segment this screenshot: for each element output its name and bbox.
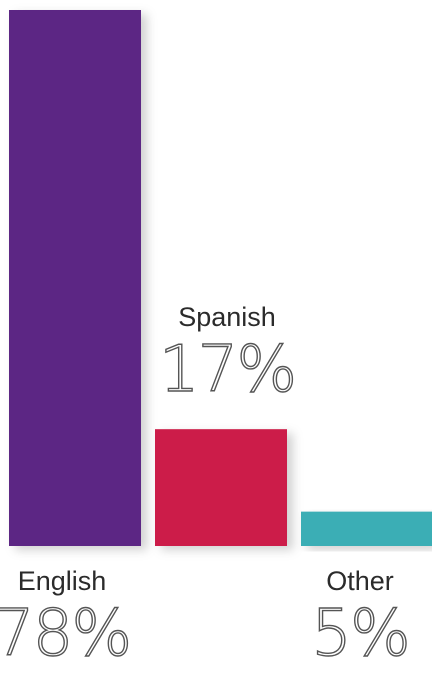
category-label-english: English — [17, 566, 107, 596]
value-label-english: 78% — [0, 596, 133, 671]
bar-spanish — [155, 429, 287, 546]
category-label-other: Other — [326, 566, 394, 596]
category-label-spanish: Spanish — [178, 302, 276, 332]
value-label-spanish: 17% — [158, 332, 298, 407]
value-label-other: 5% — [311, 596, 412, 671]
bar-english — [9, 10, 141, 546]
bar-other — [301, 511, 432, 546]
